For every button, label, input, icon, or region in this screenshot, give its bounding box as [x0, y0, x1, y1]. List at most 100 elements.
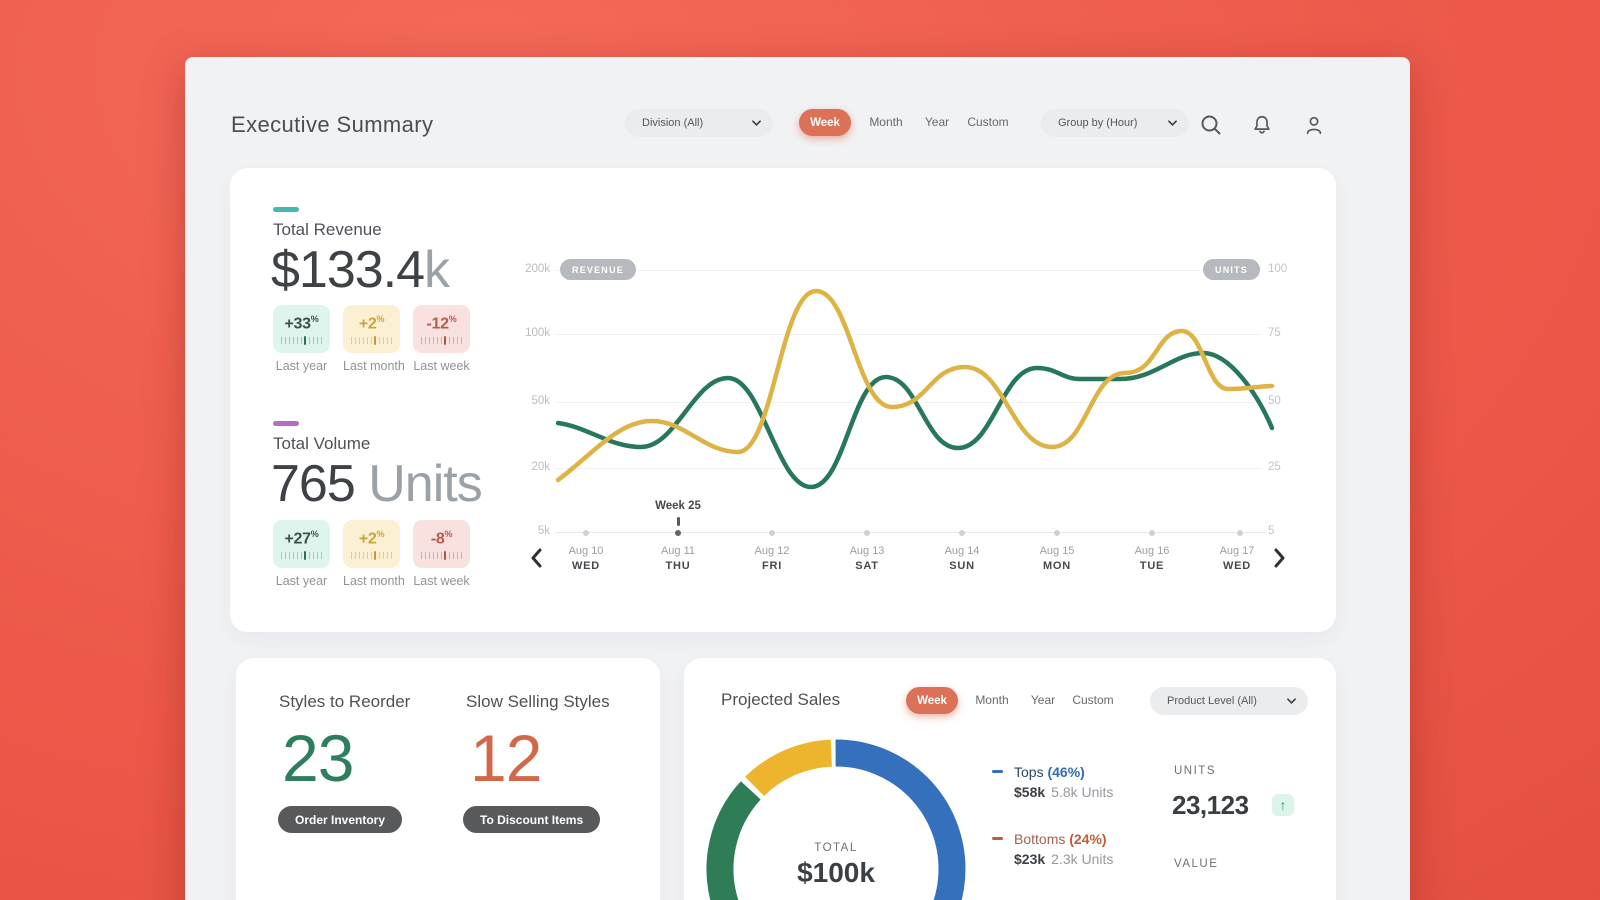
volume-badge-year: +27%: [273, 520, 330, 568]
chevron-down-icon: [1168, 120, 1177, 126]
revenue-badge-week: -12%: [413, 305, 470, 353]
product-level-dropdown[interactable]: Product Level (All): [1150, 687, 1308, 715]
projected-tab-year[interactable]: Year: [1030, 693, 1056, 707]
gauge-ticks: [280, 336, 323, 346]
axis-dot: [583, 529, 589, 536]
units-stat-value: 23,123: [1172, 790, 1249, 820]
legend-item-tops: Tops (46%) $58k 5.8k Units: [992, 764, 1113, 800]
chart-prev-arrow[interactable]: [530, 548, 542, 573]
slow-selling-title: Slow Selling Styles: [466, 692, 610, 711]
revenue-amount: $133.4: [271, 241, 425, 299]
volume-badge-labels: Last year Last month Last week: [275, 574, 470, 588]
y-right-tick: 5: [1268, 525, 1275, 537]
legend-item-bottoms: Bottoms (24%) $23k 2.3k Units: [992, 831, 1113, 867]
gauge-ticks: [350, 336, 393, 346]
order-inventory-button[interactable]: Order Inventory: [278, 806, 403, 833]
x-tick-aug17: Aug 17 WED: [1219, 545, 1255, 572]
axis-dot-selected: [675, 529, 681, 536]
gauge-ticks: [280, 551, 323, 561]
tab-year[interactable]: Year: [924, 115, 950, 129]
projected-sales-donut: [706, 739, 966, 900]
volume-title: Total Volume: [273, 434, 371, 453]
gauge-ticks: [350, 551, 393, 561]
styles-to-reorder-value: 23: [282, 721, 354, 795]
topbar: Executive Summary Division (All) Week Mo…: [185, 57, 1410, 157]
groupby-dropdown-value: Group by (Hour): [1058, 117, 1138, 129]
division-dropdown[interactable]: Division (All): [625, 109, 773, 137]
volume-unit: [355, 455, 368, 513]
week-annotation: Week 25: [655, 500, 701, 512]
axis-dot: [1054, 529, 1060, 536]
revenue-units-chart: 200k 100k 50k 20k 5k 100 75 50 25 5 REVE…: [510, 255, 1302, 590]
line-series-canvas: [555, 288, 1275, 490]
revenue-badges: +33% +2% -12%: [273, 305, 470, 353]
x-tick-aug11: Aug 11 THU: [660, 545, 696, 572]
x-tick-aug14: Aug 14 SUN: [944, 545, 980, 572]
gauge-ticks: [420, 336, 463, 346]
axis-dot: [1237, 529, 1243, 536]
y-right-tick: 25: [1268, 461, 1281, 473]
volume-badge-month: +2%: [343, 520, 400, 568]
units-series-pill: UNITS: [1203, 259, 1260, 280]
revenue-unit: k: [424, 241, 450, 299]
revenue-value: $133.4k: [271, 240, 450, 300]
search-icon[interactable]: [1197, 111, 1225, 139]
bell-icon[interactable]: [1248, 111, 1276, 139]
value-stat-label: VALUE: [1174, 858, 1219, 870]
projected-tab-custom[interactable]: Custom: [1072, 693, 1114, 707]
x-tick-aug12: Aug 12 FRI: [754, 545, 790, 572]
donut-segment-tops: [706, 739, 966, 900]
up-arrow-icon: ↑: [1272, 794, 1294, 816]
x-axis-line: [555, 532, 1265, 533]
gauge-ticks: [420, 551, 463, 561]
tab-custom[interactable]: Custom: [967, 115, 1009, 129]
y-left-tick: 50k: [531, 395, 550, 407]
tab-week[interactable]: Week: [799, 109, 851, 136]
donut-center: TOTAL $100k: [766, 842, 906, 889]
revenue-badge-year: +33%: [273, 305, 330, 353]
revenue-badge-month: +2%: [343, 305, 400, 353]
projected-sales-title: Projected Sales: [721, 690, 841, 709]
tab-month[interactable]: Month: [869, 115, 903, 129]
groupby-dropdown[interactable]: Group by (Hour): [1041, 109, 1189, 137]
axis-dot: [864, 529, 870, 536]
volume-amount: 765: [271, 455, 356, 513]
projected-tab-week[interactable]: Week: [906, 687, 958, 714]
user-icon[interactable]: [1300, 111, 1328, 139]
bottoms-dash-icon: [992, 837, 1003, 840]
projected-tab-month[interactable]: Month: [975, 693, 1009, 707]
gridline: [555, 468, 1261, 469]
axis-dot: [1149, 529, 1155, 536]
revenue-series-pill: REVENUE: [560, 259, 636, 280]
tops-dash-icon: [992, 770, 1003, 773]
volume-value: 765 Units: [271, 455, 483, 513]
styles-to-reorder-title: Styles to Reorder: [279, 692, 411, 711]
volume-accent-bar: [273, 421, 299, 426]
revenue-line: [555, 288, 1275, 483]
revenue-badge-labels: Last year Last month Last week: [275, 359, 470, 373]
gridline: [555, 270, 1261, 271]
y-left-tick: 5k: [537, 525, 550, 537]
donut-total-label: TOTAL: [814, 842, 858, 854]
x-tick-aug16: Aug 16 TUE: [1134, 545, 1170, 572]
summary-card: Total Revenue $133.4k +33% +2% -12% Last…: [230, 168, 1336, 632]
revenue-title: Total Revenue: [273, 220, 382, 239]
product-level-value: Product Level (All): [1167, 695, 1257, 707]
division-dropdown-value: Division (All): [642, 117, 704, 129]
y-left-tick: 200k: [525, 263, 550, 275]
x-tick-aug10: Aug 10 WED: [568, 545, 604, 572]
axis-dot: [769, 529, 775, 536]
slow-selling-value: 12: [470, 721, 542, 795]
dashboard-page: Executive Summary Division (All) Week Mo…: [185, 57, 1410, 900]
projected-sales-card: Projected Sales Week Month Year Custom P…: [684, 658, 1336, 900]
donut-segment-yellow: [706, 739, 966, 900]
discount-items-button[interactable]: To Discount Items: [463, 806, 601, 833]
x-tick-aug15: Aug 15 MON: [1039, 545, 1075, 572]
x-tick-aug13: Aug 13 SAT: [849, 545, 885, 572]
y-right-tick: 100: [1268, 263, 1288, 275]
page-title: Executive Summary: [231, 112, 434, 137]
axis-dot: [959, 529, 965, 536]
week-annotation-pin: [676, 517, 680, 526]
donut-total-value: $100k: [797, 857, 875, 888]
chart-next-arrow[interactable]: [1274, 548, 1286, 573]
